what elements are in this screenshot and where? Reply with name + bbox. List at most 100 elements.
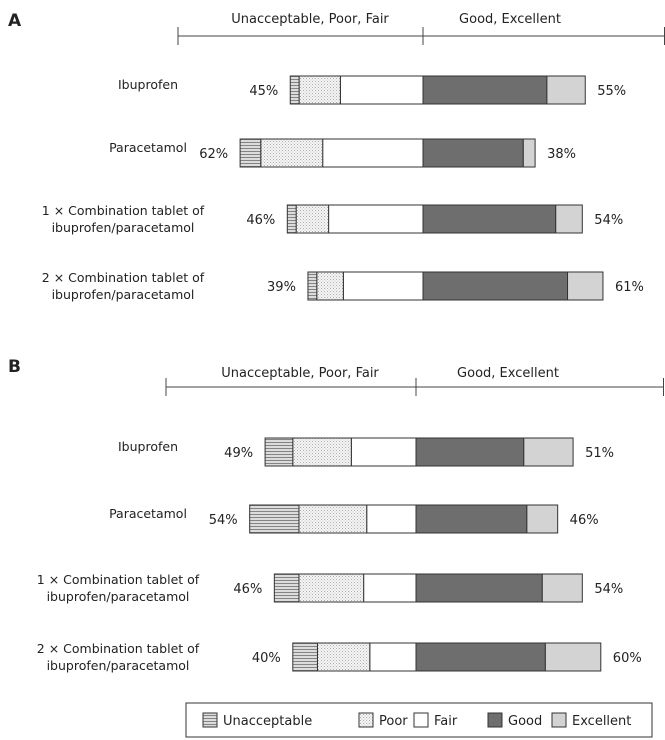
category-label: Ibuprofen bbox=[118, 77, 178, 92]
bar-segment-good bbox=[415, 642, 546, 672]
panel-letter: A bbox=[8, 11, 22, 31]
bar-row: 2 × Combination tablet of ibuprofen/parac… bbox=[42, 270, 644, 302]
negative-total-label: 46% bbox=[246, 213, 275, 228]
negative-total-label: 39% bbox=[267, 280, 296, 295]
bar-segment-excellent bbox=[522, 138, 536, 168]
legend-swatch bbox=[358, 712, 374, 728]
category-label: 1 × Combination tablet of bbox=[42, 203, 205, 218]
header-right-label: Good, Excellent bbox=[457, 366, 559, 381]
bar-segment-excellent bbox=[526, 504, 559, 534]
legend-swatch bbox=[551, 712, 567, 728]
bar-segment-unacceptable bbox=[264, 437, 294, 467]
category-label: ibuprofen/paracetamol bbox=[47, 658, 190, 673]
bar-segment-unacceptable bbox=[292, 642, 318, 672]
bar-segment-unacceptable bbox=[273, 573, 300, 603]
bar-row: 1 × Combination tablet of ibuprofen/parac… bbox=[42, 203, 623, 235]
category-label: 2 × Combination tablet of bbox=[37, 641, 200, 656]
negative-total-label: 45% bbox=[249, 84, 278, 99]
positive-total-label: 54% bbox=[594, 582, 623, 597]
bar-segment-unacceptable bbox=[307, 271, 318, 301]
negative-total-label: 46% bbox=[233, 582, 262, 597]
legend-label: Poor bbox=[379, 714, 408, 729]
bar-segment-unacceptable bbox=[249, 504, 300, 534]
bar-segment-good bbox=[422, 204, 557, 234]
category-label: ibuprofen/paracetamol bbox=[52, 287, 195, 302]
bar-segment-excellent bbox=[544, 642, 602, 672]
header-left-label: Unacceptable, Poor, Fair bbox=[221, 366, 379, 381]
positive-total-label: 46% bbox=[570, 513, 599, 528]
bar-segment-fair bbox=[339, 75, 424, 105]
legend-label: Unacceptable bbox=[223, 714, 312, 729]
bar-segment-unacceptable bbox=[239, 138, 262, 168]
bar-segment-poor bbox=[316, 271, 344, 301]
bar-segment-excellent bbox=[567, 271, 604, 301]
bar-segment-fair bbox=[350, 437, 417, 467]
legend-item-excellent: Excellent bbox=[551, 712, 631, 729]
positive-total-label: 54% bbox=[594, 213, 623, 228]
bar-segment-poor bbox=[260, 138, 324, 168]
bar-segment-poor bbox=[298, 504, 368, 534]
category-label: Paracetamol bbox=[109, 506, 187, 521]
bar-segment-excellent bbox=[541, 573, 583, 603]
bar-segment-good bbox=[422, 75, 548, 105]
bar-row: Paracetamol 54% 46% bbox=[109, 504, 599, 534]
negative-total-label: 49% bbox=[224, 446, 253, 461]
bar-segment-excellent bbox=[523, 437, 574, 467]
bar-segment-good bbox=[422, 271, 569, 301]
legend-swatch bbox=[202, 712, 218, 728]
legend-label: Fair bbox=[434, 714, 458, 729]
positive-total-label: 60% bbox=[613, 651, 642, 666]
bar-segment-fair bbox=[322, 138, 424, 168]
positive-total-label: 51% bbox=[585, 446, 614, 461]
bar-segment-poor bbox=[298, 573, 365, 603]
header-left-label: Unacceptable, Poor, Fair bbox=[231, 12, 389, 27]
header-right-label: Good, Excellent bbox=[459, 12, 561, 27]
legend-swatch bbox=[413, 712, 429, 728]
category-label: 2 × Combination tablet of bbox=[42, 270, 205, 285]
legend-label: Good bbox=[508, 714, 542, 729]
bar-segment-poor bbox=[316, 642, 371, 672]
positive-total-label: 55% bbox=[597, 84, 626, 99]
bar-segment-good bbox=[415, 437, 525, 467]
bar-row: 2 × Combination tablet of ibuprofen/parac… bbox=[37, 641, 642, 673]
bar-row: Ibuprofen 49% 51% bbox=[118, 437, 614, 467]
panel-b: B Unacceptable, Poor, Fair Good, Excellent… bbox=[8, 357, 664, 673]
bar-row: Paracetamol 62% 38% bbox=[109, 138, 576, 168]
bar-segment-fair bbox=[342, 271, 424, 301]
category-label: ibuprofen/paracetamol bbox=[52, 220, 195, 235]
bar-row: 1 × Combination tablet of ibuprofen/parac… bbox=[37, 572, 623, 604]
legend-item-good: Good bbox=[487, 712, 542, 729]
legend-item-unacceptable: Unacceptable bbox=[202, 712, 312, 729]
bar-segment-fair bbox=[366, 504, 417, 534]
negative-total-label: 40% bbox=[252, 651, 281, 666]
bar-segment-poor bbox=[292, 437, 352, 467]
bar-segment-unacceptable bbox=[289, 75, 300, 105]
panel-letter: B bbox=[8, 357, 21, 377]
bar-segment-fair bbox=[369, 642, 417, 672]
category-label: Paracetamol bbox=[109, 140, 187, 155]
legend: Unacceptable Poor Fair Good Excellent bbox=[185, 702, 653, 738]
bar-segment-unacceptable bbox=[286, 204, 297, 234]
legend-item-fair: Fair bbox=[413, 712, 458, 729]
legend-swatch bbox=[487, 712, 503, 728]
category-label: 1 × Combination tablet of bbox=[37, 572, 200, 587]
legend-item-poor: Poor bbox=[358, 712, 408, 729]
negative-total-label: 54% bbox=[209, 513, 238, 528]
bar-segment-fair bbox=[328, 204, 424, 234]
positive-total-label: 61% bbox=[615, 280, 644, 295]
bar-segment-good bbox=[415, 504, 528, 534]
bar-segment-good bbox=[415, 573, 543, 603]
bar-segment-excellent bbox=[555, 204, 583, 234]
legend-label: Excellent bbox=[572, 714, 631, 729]
bar-segment-fair bbox=[363, 573, 417, 603]
bar-segment-poor bbox=[295, 204, 330, 234]
panel-a: A Unacceptable, Poor, Fair Good, Excellent… bbox=[8, 11, 665, 302]
negative-total-label: 62% bbox=[199, 147, 228, 162]
category-label: ibuprofen/paracetamol bbox=[47, 589, 190, 604]
positive-total-label: 38% bbox=[547, 147, 576, 162]
bar-segment-good bbox=[422, 138, 524, 168]
bar-segment-excellent bbox=[546, 75, 586, 105]
bar-row: Ibuprofen 45% 55% bbox=[118, 75, 626, 105]
bar-segment-poor bbox=[298, 75, 341, 105]
